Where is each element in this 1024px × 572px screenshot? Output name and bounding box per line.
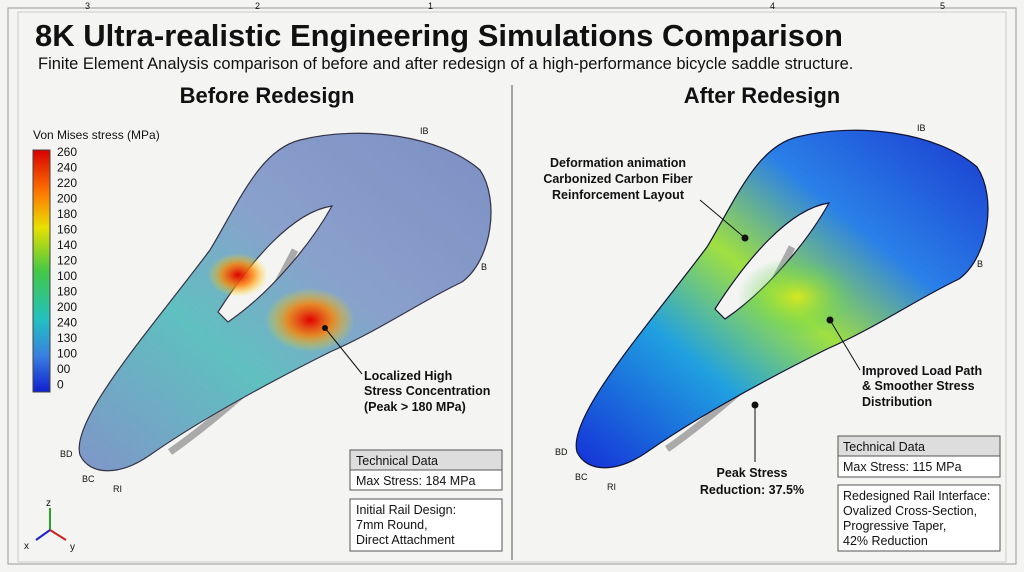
tech-note: 42% Reduction xyxy=(843,534,928,548)
tech-note: Redesigned Rail Interface: xyxy=(843,489,990,503)
legend-label: 160 xyxy=(57,223,77,237)
legend-label: 180 xyxy=(57,285,77,299)
legend-label: 220 xyxy=(57,176,77,190)
tech-box-after: Technical Data Max Stress: 115 MPa Redes… xyxy=(837,435,1001,552)
after-saddle xyxy=(575,129,989,469)
tech-note: 7mm Round, xyxy=(356,518,428,532)
legend-labels: 2602402202001801601401201001802002401301… xyxy=(57,145,77,392)
tech-note: Direct Attachment xyxy=(356,533,455,547)
tech-box-before: Technical Data Max Stress: 184 MPa Initi… xyxy=(349,449,503,552)
annotation: Stress Concentration xyxy=(364,384,490,398)
frame-label: 1 xyxy=(428,1,433,11)
legend-label: 180 xyxy=(57,207,77,221)
title: 8K Ultra-realistic Engineering Simulatio… xyxy=(35,18,843,53)
leader xyxy=(324,327,363,375)
before-saddle xyxy=(78,132,492,472)
annotation: Peak Stress xyxy=(717,466,788,480)
annotation: Improved Load Path xyxy=(862,364,982,378)
color-bar xyxy=(32,149,51,393)
tech-note: Progressive Taper, xyxy=(843,519,946,533)
legend-label: 200 xyxy=(57,300,77,314)
point-label: BD xyxy=(555,447,568,457)
point-label: RI xyxy=(113,484,122,494)
legend-label: 120 xyxy=(57,254,77,268)
frame-label: 2 xyxy=(255,1,260,11)
legend-label: 0 xyxy=(57,378,64,392)
axis-label: x xyxy=(24,541,29,552)
annotation: Deformation animation xyxy=(550,156,686,170)
point-label: BD xyxy=(60,449,73,459)
point-label: B xyxy=(481,262,487,272)
legend-label: 100 xyxy=(57,269,77,283)
frame-label: 4 xyxy=(770,1,775,11)
axis-label: z xyxy=(46,498,51,509)
leaders xyxy=(699,199,861,462)
point-label: B xyxy=(977,259,983,269)
tech-header: Technical Data xyxy=(843,440,925,454)
legend-label: 240 xyxy=(57,316,77,330)
point-label: IB xyxy=(420,126,429,136)
annotation: Carbonized Carbon Fiber xyxy=(543,172,692,186)
frame-label: 5 xyxy=(940,1,945,11)
leader-dot xyxy=(322,325,328,331)
axis-label: y xyxy=(70,542,75,553)
frame xyxy=(7,7,1017,565)
tech-row: Max Stress: 184 MPa xyxy=(356,474,476,488)
point-label: RI xyxy=(607,482,616,492)
annotation: Reinforcement Layout xyxy=(552,188,685,202)
frame-label: 3 xyxy=(85,1,90,11)
legend-label: 200 xyxy=(57,192,77,206)
tech-header: Technical Data xyxy=(356,454,438,468)
legend-label: 140 xyxy=(57,238,77,252)
legend-label: 260 xyxy=(57,145,77,159)
legend-label: 130 xyxy=(57,331,77,345)
axis-triad: z x y xyxy=(24,498,75,553)
tech-note: Initial Rail Design: xyxy=(356,503,456,517)
legend-label: 100 xyxy=(57,347,77,361)
legend-label: 240 xyxy=(57,161,77,175)
frame-labels: 3 2 1 4 5 xyxy=(85,1,945,11)
point-label: IB xyxy=(917,123,926,133)
point-label: BC xyxy=(575,472,588,482)
legend-title: Von Mises stress (MPa) xyxy=(33,128,160,142)
tech-note: Ovalized Cross-Section, xyxy=(843,504,977,518)
point-label: BC xyxy=(82,474,95,484)
annotation: & Smoother Stress xyxy=(862,379,975,393)
annotation: (Peak > 180 MPa) xyxy=(364,400,466,414)
heading: Before Redesign xyxy=(180,83,355,108)
annotation: Localized High xyxy=(364,369,452,383)
subtitle: Finite Element Analysis comparison of be… xyxy=(38,55,853,73)
annotation: Distribution xyxy=(862,395,932,409)
tech-row: Max Stress: 115 MPa xyxy=(843,460,962,474)
heading: After Redesign xyxy=(684,83,840,108)
legend-label: 00 xyxy=(57,362,71,376)
annotation: Reduction: 37.5% xyxy=(700,483,804,497)
